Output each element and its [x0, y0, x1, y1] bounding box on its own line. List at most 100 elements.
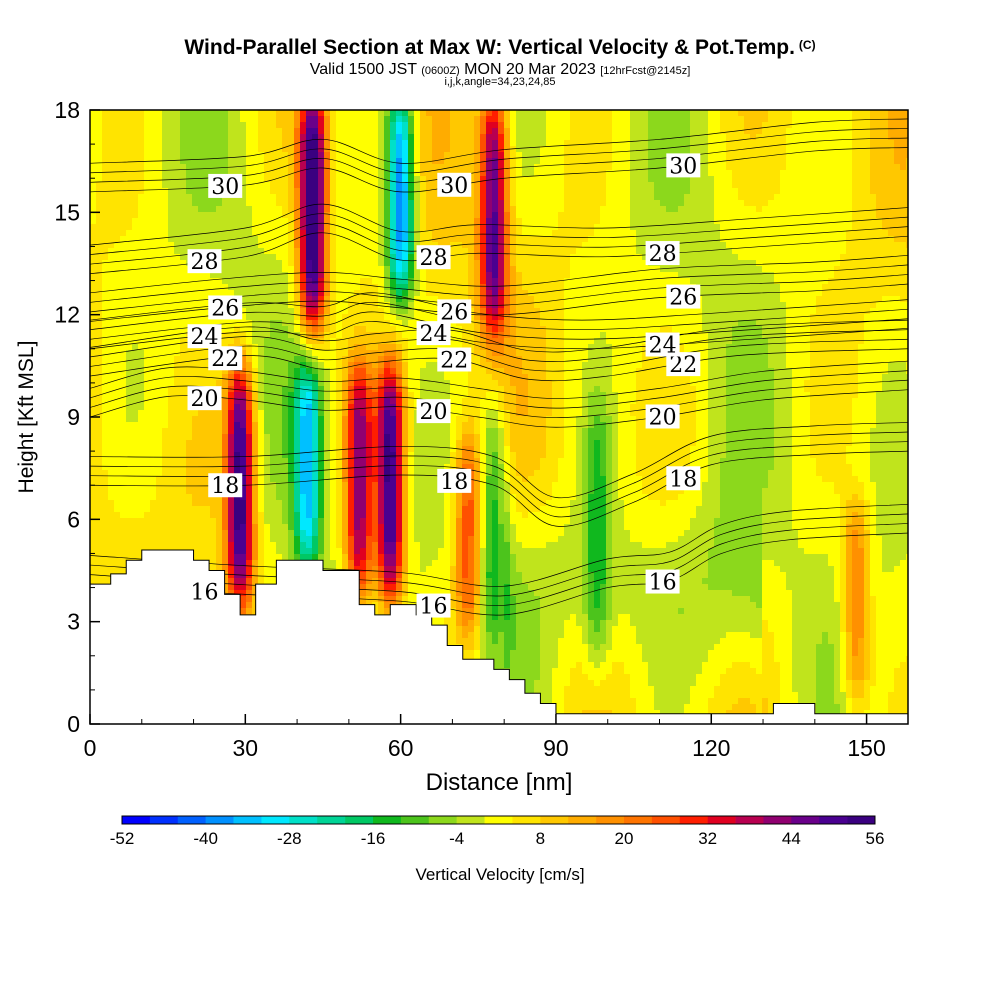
velocity-cell — [234, 158, 241, 165]
velocity-cell — [348, 500, 355, 507]
velocity-cell — [108, 518, 115, 525]
velocity-cell — [258, 380, 265, 387]
velocity-cell — [126, 344, 133, 351]
velocity-cell — [240, 116, 247, 123]
velocity-cell — [246, 578, 253, 585]
velocity-cell — [366, 242, 373, 249]
velocity-cell — [324, 446, 331, 453]
velocity-cell — [114, 182, 121, 189]
velocity-cell — [90, 224, 97, 231]
velocity-cell — [180, 464, 187, 471]
velocity-cell — [294, 248, 301, 255]
velocity-cell — [198, 518, 205, 525]
velocity-cell — [354, 536, 361, 543]
velocity-cell — [204, 278, 211, 285]
velocity-cell — [348, 470, 355, 477]
velocity-cell — [276, 248, 283, 255]
velocity-cell — [342, 464, 349, 471]
velocity-cell — [276, 272, 283, 279]
velocity-cell — [348, 170, 355, 177]
velocity-cell — [108, 404, 115, 411]
velocity-cell — [180, 410, 187, 417]
velocity-cell — [222, 416, 229, 423]
velocity-cell — [108, 566, 115, 573]
velocity-cell — [318, 200, 325, 207]
velocity-cell — [360, 392, 367, 399]
velocity-cell — [246, 320, 253, 327]
velocity-cell — [288, 506, 295, 513]
velocity-cell — [144, 308, 151, 315]
velocity-cell — [204, 206, 211, 213]
velocity-cell — [138, 218, 145, 225]
velocity-cell — [288, 530, 295, 537]
velocity-cell — [258, 548, 265, 555]
velocity-cell — [306, 134, 313, 141]
velocity-cell — [174, 230, 181, 237]
velocity-cell — [102, 476, 109, 483]
velocity-cell — [162, 266, 169, 273]
velocity-cell — [150, 110, 157, 117]
velocity-cell — [342, 488, 349, 495]
velocity-cell — [192, 134, 199, 141]
velocity-cell — [132, 302, 139, 309]
velocity-cell — [282, 230, 289, 237]
velocity-cell — [252, 176, 259, 183]
velocity-cell — [372, 200, 379, 207]
velocity-cell — [312, 374, 319, 381]
velocity-cell — [126, 500, 133, 507]
velocity-cell — [96, 266, 103, 273]
velocity-cell — [276, 254, 283, 261]
velocity-cell — [288, 284, 295, 291]
velocity-cell — [318, 542, 325, 549]
velocity-cell — [132, 398, 139, 405]
velocity-cell — [270, 122, 277, 129]
velocity-cell — [222, 410, 229, 417]
velocity-cell — [222, 452, 229, 459]
velocity-cell — [204, 218, 211, 225]
velocity-cell — [252, 290, 259, 297]
velocity-cell — [270, 434, 277, 441]
velocity-cell — [168, 134, 175, 141]
velocity-cell — [228, 230, 235, 237]
velocity-cell — [354, 314, 361, 321]
velocity-cell — [252, 548, 259, 555]
velocity-cell — [210, 368, 217, 375]
velocity-cell — [150, 518, 157, 525]
velocity-cell — [168, 164, 175, 171]
velocity-cell — [138, 338, 145, 345]
velocity-cell — [144, 110, 151, 117]
velocity-cell — [276, 344, 283, 351]
velocity-cell — [306, 170, 313, 177]
velocity-cell — [360, 326, 367, 333]
velocity-cell — [306, 536, 313, 543]
velocity-cell — [306, 362, 313, 369]
velocity-cell — [312, 392, 319, 399]
velocity-cell — [138, 512, 145, 519]
velocity-cell — [120, 542, 127, 549]
velocity-cell — [216, 242, 223, 249]
velocity-cell — [372, 152, 379, 159]
velocity-cell — [360, 128, 367, 135]
velocity-cell — [300, 368, 307, 375]
velocity-cell — [180, 290, 187, 297]
velocity-cell — [222, 254, 229, 261]
velocity-cell — [342, 314, 349, 321]
velocity-cell — [156, 230, 163, 237]
velocity-cell — [228, 434, 235, 441]
velocity-cell — [354, 488, 361, 495]
velocity-cell — [360, 338, 367, 345]
velocity-cell — [366, 218, 373, 225]
velocity-cell — [252, 302, 259, 309]
velocity-cell — [306, 326, 313, 333]
velocity-cell — [138, 176, 145, 183]
velocity-cell — [138, 182, 145, 189]
velocity-cell — [330, 494, 337, 501]
velocity-cell — [252, 224, 259, 231]
velocity-cell — [204, 236, 211, 243]
velocity-cell — [222, 530, 229, 537]
velocity-cell — [318, 284, 325, 291]
velocity-cell — [114, 398, 121, 405]
velocity-cell — [252, 230, 259, 237]
velocity-cell — [252, 392, 259, 399]
velocity-cell — [222, 272, 229, 279]
